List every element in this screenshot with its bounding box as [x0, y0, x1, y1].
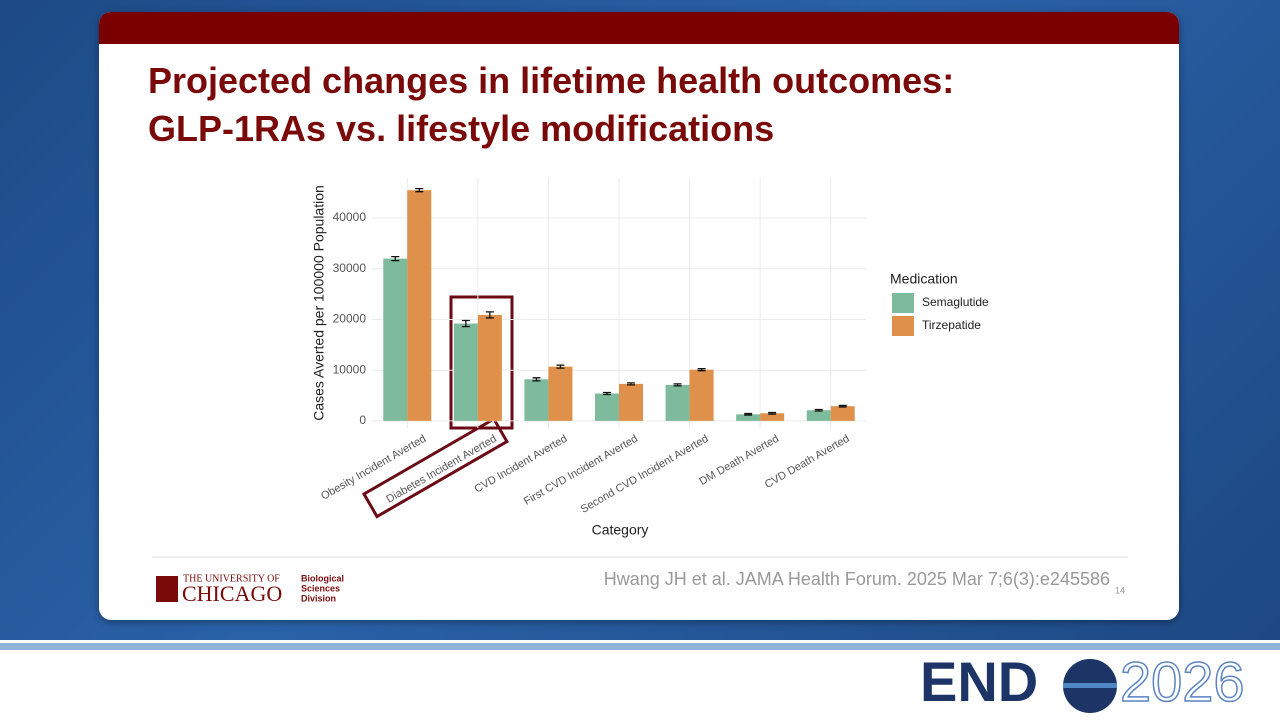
bar	[548, 366, 573, 421]
bar	[524, 379, 549, 421]
logo-shield	[156, 576, 178, 602]
logo-text: CHICAGO	[182, 581, 282, 606]
logo-text: Biological	[301, 573, 344, 583]
logo-text: THE UNIVERSITY OF	[183, 573, 280, 584]
highlight-box	[449, 295, 514, 430]
slide-title: Projected changes in lifetime health out…	[148, 60, 955, 101]
error-bar	[461, 319, 470, 328]
legend-label: Tirzepatide	[922, 318, 981, 332]
bar	[736, 414, 761, 421]
y-tick-label: 20000	[333, 312, 367, 326]
x-tick-label: Second CVD Incident Averted	[579, 433, 711, 516]
bar	[383, 258, 408, 421]
bar	[665, 384, 690, 421]
slide: Projected changes in lifetime health out…	[99, 12, 1179, 620]
bar	[477, 314, 502, 421]
bar	[453, 323, 478, 421]
y-tick-label: 30000	[333, 261, 367, 275]
event-logo: END	[920, 650, 1038, 713]
bar	[619, 383, 643, 421]
bar	[595, 393, 619, 421]
legend-title: Medication	[890, 271, 958, 287]
error-bar	[485, 311, 494, 319]
error-bar	[744, 412, 753, 416]
error-bar	[697, 368, 706, 372]
citation: Hwang JH et al. JAMA Health Forum. 2025 …	[604, 569, 1110, 589]
event-logo-globe	[1063, 683, 1117, 688]
bar	[760, 413, 785, 421]
y-tick-label: 10000	[333, 362, 367, 376]
error-bar	[814, 408, 823, 412]
error-bar	[391, 255, 400, 262]
error-bar	[768, 411, 777, 415]
bar	[806, 410, 831, 421]
header-band	[99, 12, 1179, 44]
error-bar	[532, 377, 541, 382]
y-axis-title: Cases Averted per 100000 Population	[311, 185, 327, 421]
highlight-box	[361, 416, 509, 519]
error-bar	[838, 404, 847, 408]
logo-text: Division	[301, 593, 336, 603]
error-bar	[556, 364, 565, 369]
logo-text: Sciences	[301, 583, 340, 593]
event-logo: 2026	[1120, 650, 1245, 713]
bar	[830, 406, 855, 421]
x-tick-label: First CVD Incident Averted	[522, 433, 640, 508]
bar	[407, 190, 432, 421]
page-number: 14	[1115, 585, 1125, 595]
error-bar	[627, 382, 635, 386]
error-bar	[603, 391, 611, 396]
legend-swatch	[892, 316, 914, 336]
error-bar	[673, 383, 682, 387]
y-tick-label: 0	[359, 413, 366, 427]
y-tick-label: 40000	[333, 210, 367, 224]
bar	[689, 369, 714, 421]
x-axis-title: Category	[592, 522, 649, 538]
legend-swatch	[892, 293, 914, 313]
legend-label: Semaglutide	[922, 295, 989, 309]
footer-stripe	[0, 643, 1280, 650]
slide-title: GLP-1RAs vs. lifestyle modifications	[148, 108, 775, 149]
error-bar	[415, 187, 424, 193]
